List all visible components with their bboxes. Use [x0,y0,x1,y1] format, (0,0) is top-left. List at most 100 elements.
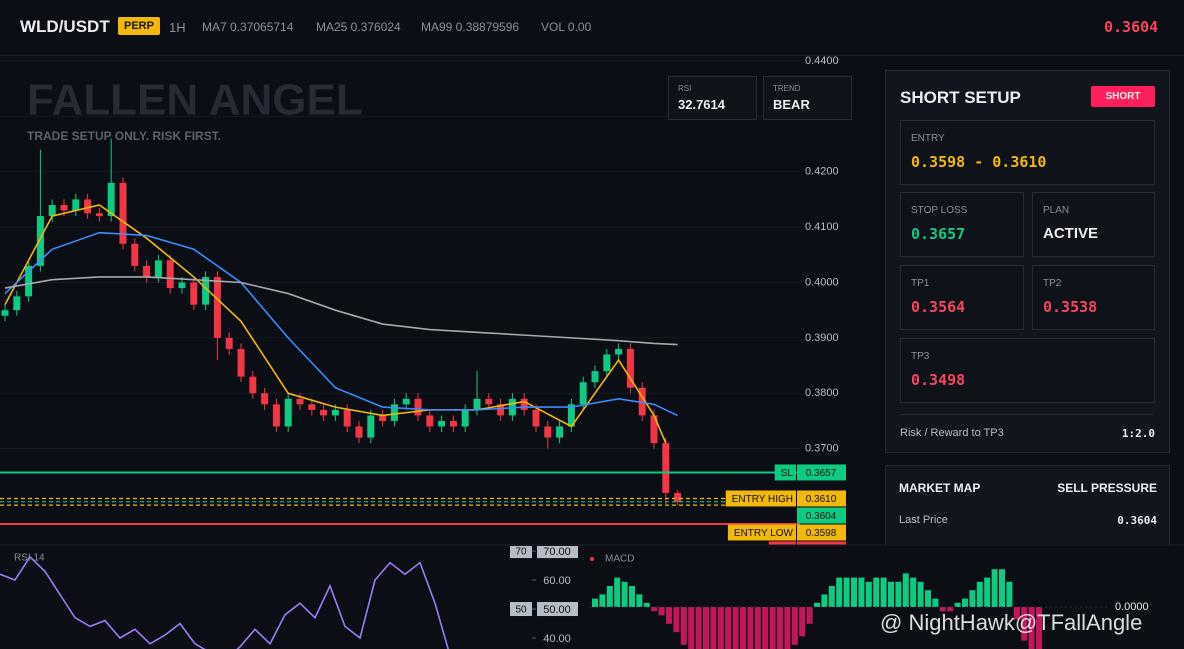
price-chart: 0.44000.43000.42000.41000.40000.39000.38… [0,55,846,558]
tp2-box: TP2 0.3538 [1032,265,1155,330]
tp3-label: TP3 [911,351,930,362]
candle-body [556,426,564,438]
candle-body [25,265,33,297]
ma7-label: MA7 0.37065714 [202,20,294,34]
interval[interactable]: 1H [169,20,186,35]
tp3-box: TP3 0.3498 [900,338,1155,403]
candle-body [119,182,127,244]
candle-body [261,393,269,405]
tp2-label: TP2 [1043,278,1062,289]
trend-box-value: BEAR [773,97,810,112]
candle-body [320,409,328,416]
rsi-box-value: 32.7614 [678,97,725,112]
rsi-plot: 70 70.00 60.00 50 50.00 40.00 [0,546,578,649]
macd-dot [590,557,594,561]
macd-bar [695,607,702,649]
macd-bar [984,577,991,607]
market-card: MARKET MAP SELL PRESSURE Last Price 0.36… [885,465,1170,545]
level-box [510,546,532,559]
y-tick-label: 0.4200 [805,166,839,178]
rsi-tick-label: 50.00 [543,604,571,616]
market-last-label: Last Price [899,514,948,526]
candle-body [520,398,528,410]
candle-body [154,260,162,277]
trend-box-label: TREND [773,84,801,93]
candle-body [249,376,257,394]
macd-bar [747,607,754,649]
macd-bar [614,577,621,607]
macd-bar [858,577,865,607]
entry-box: ENTRY 0.3598 - 0.3610 [900,120,1155,185]
macd-bar [680,607,687,645]
candle-body [237,348,245,377]
level-tag-bg [797,507,846,524]
level-label: ENTRY HIGH [732,494,793,505]
level-value: 0.3604 [806,511,837,522]
macd-bar [954,602,961,607]
macd-plot: 0.0000 [590,569,1149,649]
perp-badge: PERP [118,17,160,35]
macd-bar [769,607,776,649]
level-value: 0.3657 [806,468,837,479]
macd-bar [947,607,954,612]
level-label-bg [725,490,796,507]
macd-bar [910,577,917,607]
macd-bar [754,607,761,649]
trend-box: TREND BEAR [763,76,852,120]
level-tag-bg [797,524,846,541]
macd-bar [888,581,894,607]
tp1-value: 0.3564 [911,298,966,316]
candle-body [355,426,363,438]
plan-label: PLAN [1043,205,1070,216]
level-label: SL [781,468,794,479]
tick-box [537,602,578,617]
candle-body [461,409,469,427]
candle-body [331,409,339,416]
plan-value: ACTIVE [1043,225,1099,242]
level-label: ENTRY LOW [734,528,794,539]
watermark: @ NightHawk@TFallAngle [880,610,1143,635]
macd-bar [902,573,909,607]
macd-bar [925,590,931,607]
macd-bar [791,607,798,645]
divider [900,414,1153,415]
tp2-value: 0.3538 [1043,298,1098,316]
macd-bar [703,607,709,649]
candle-body [225,337,233,349]
macd-bar [740,607,746,649]
short-badge[interactable]: SHORT [1091,86,1155,107]
candle-body [390,404,398,421]
macd-bar [636,594,643,607]
candle-body [84,199,92,214]
candle-body [296,398,304,405]
candle-body [650,415,658,444]
y-tick-label: 0.3900 [805,332,839,344]
level-box [510,602,532,617]
candle-body [426,415,434,427]
ma-line [4,231,678,417]
candle-body [626,348,634,388]
last-price: 0.3604 [1104,18,1159,36]
macd-bar [969,590,976,607]
macd-bar [1021,607,1028,641]
macd-bar [725,607,732,649]
candle-body [579,382,587,405]
macd-bar [999,569,1005,607]
macd-bar [991,569,998,607]
rsi-tick-label: 60.00 [543,575,571,587]
rr-label: Risk / Reward to TP3 [900,427,1004,439]
rsi-tick-label: 70.00 [543,546,571,558]
ma-line [4,276,678,346]
ma99-label: MA99 0.38879596 [421,20,520,34]
tp3-value: 0.3498 [911,371,966,389]
tp1-label: TP1 [911,278,930,289]
candle-body [674,492,682,502]
macd-bar [666,607,672,624]
candle-body [272,404,280,427]
macd-bar [917,581,924,607]
macd-bar [717,607,724,649]
macd-bar [836,577,843,607]
